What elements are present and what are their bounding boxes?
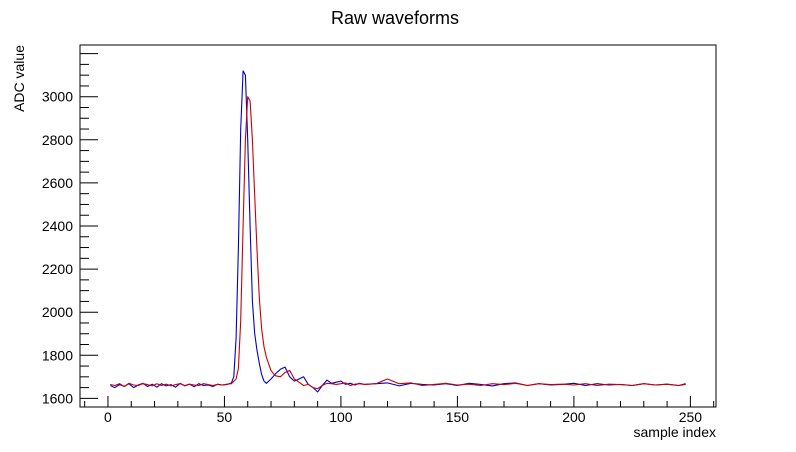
series-layer — [110, 70, 686, 393]
x-tick-label: 0 — [104, 409, 112, 425]
y-tick-label: 2400 — [42, 218, 73, 234]
y-tick-label: 2200 — [42, 261, 73, 277]
x-tick-label: 50 — [217, 409, 233, 425]
x-tick-label: 250 — [679, 409, 703, 425]
y-axis-title: ADC value — [11, 45, 27, 112]
waveform-series-2 — [110, 96, 686, 390]
x-axis-title: sample index — [634, 424, 717, 440]
y-tick-label: 2600 — [42, 175, 73, 191]
x-tick-label: 100 — [329, 409, 353, 425]
y-tick-label: 2800 — [42, 132, 73, 148]
waveform-series-1 — [110, 70, 686, 393]
y-tick-label: 1800 — [42, 347, 73, 363]
y-axis: 1600 1800 2000 2200 2400 2600 2800 3000 — [42, 53, 98, 406]
x-tick-label: 200 — [562, 409, 586, 425]
y-tick-label: 1600 — [42, 390, 73, 406]
plot-frame — [79, 44, 717, 408]
y-tick-label: 2000 — [42, 304, 73, 320]
chart-title: Raw waveforms — [331, 8, 459, 28]
y-tick-label: 3000 — [42, 89, 73, 105]
x-axis: 0 50 100 150 200 250 — [84, 396, 715, 425]
x-tick-label: 150 — [446, 409, 470, 425]
